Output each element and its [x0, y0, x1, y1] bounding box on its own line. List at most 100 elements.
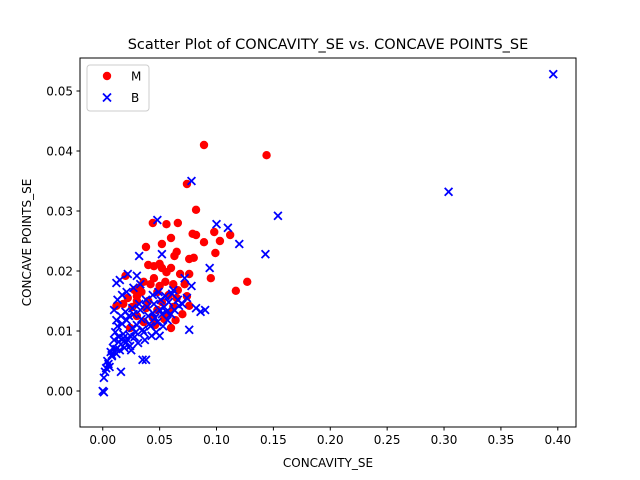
- data-point: [125, 323, 135, 333]
- data-point: [191, 205, 201, 214]
- data-point: [157, 309, 167, 319]
- y-axis: 0.00 0.01 0.02 0.03 0.04 0.05: [46, 84, 80, 398]
- data-point: [173, 218, 183, 228]
- data-point: [182, 292, 192, 301]
- data-point: [132, 271, 142, 281]
- data-point: [196, 307, 206, 317]
- data-point: [170, 251, 179, 261]
- data-point: [110, 327, 120, 337]
- data-point: [169, 280, 178, 289]
- x-tick-label: 0.20: [317, 433, 344, 447]
- data-point: [157, 239, 167, 249]
- data-point: [131, 327, 141, 337]
- data-point: [223, 223, 233, 233]
- data-point: [167, 289, 177, 299]
- data-point: [162, 220, 171, 229]
- data-point: [132, 292, 142, 301]
- data-point: [160, 291, 170, 301]
- data-point: [133, 338, 143, 348]
- x-tick-label: 0.05: [146, 433, 173, 447]
- data-point: [148, 218, 158, 228]
- data-point: [134, 251, 144, 261]
- data-point: [106, 347, 116, 357]
- data-point: [186, 281, 197, 291]
- data-point: [119, 299, 128, 309]
- data-point: [111, 278, 121, 288]
- y-tick-label: 0.05: [46, 84, 73, 98]
- data-point: [126, 345, 136, 355]
- data-point: [186, 176, 197, 186]
- data-point: [153, 287, 164, 297]
- x-tick-label: 0.25: [374, 433, 401, 447]
- data-point: [178, 310, 187, 319]
- data-point: [125, 331, 135, 341]
- data-point: [157, 249, 167, 259]
- data-point: [174, 301, 184, 311]
- data-point: [138, 355, 148, 365]
- data-point: [273, 211, 283, 221]
- data-point: [142, 302, 152, 312]
- legend-box: [86, 64, 150, 112]
- data-point: [260, 249, 270, 259]
- y-tick-label: 0.00: [46, 384, 73, 398]
- data-point: [205, 263, 215, 273]
- data-point: [99, 373, 109, 383]
- data-point: [149, 299, 159, 309]
- data-point: [191, 230, 201, 240]
- data-point: [140, 335, 150, 345]
- data-point: [215, 236, 225, 246]
- data-point: [135, 279, 145, 289]
- data-point: [199, 140, 209, 150]
- data-point: [166, 323, 176, 333]
- data-point: [180, 273, 190, 283]
- data-point: [149, 262, 159, 271]
- x-axis-label: CONCAVITY_SE: [283, 456, 373, 470]
- data-point: [166, 233, 176, 243]
- data-point: [136, 314, 146, 324]
- data-point: [243, 277, 252, 286]
- data-point: [185, 301, 194, 310]
- data-point: [182, 293, 192, 303]
- x-tick-label: 0.40: [544, 433, 571, 447]
- data-point: [143, 311, 153, 321]
- legend-label-b: B: [131, 91, 139, 105]
- data-point: [120, 307, 131, 317]
- data-point: [262, 151, 271, 160]
- data-point: [103, 359, 113, 369]
- y-tick-label: 0.03: [46, 204, 73, 218]
- plot-frame: [79, 57, 577, 428]
- data-point: [171, 316, 180, 325]
- data-point: [180, 280, 189, 289]
- data-point: [118, 333, 128, 343]
- data-point: [127, 303, 137, 313]
- data-point: [152, 215, 162, 225]
- data-point: [101, 363, 111, 373]
- y-tick-label: 0.01: [46, 324, 73, 338]
- data-point: [128, 283, 139, 293]
- legend: M B: [86, 64, 150, 112]
- x-axis: 0.00 0.05 0.10 0.15 0.20 0.25 0.30 0.35 0.40: [89, 427, 571, 447]
- data-point: [149, 274, 159, 283]
- data-point: [199, 238, 209, 247]
- x-tick-label: 0.15: [260, 433, 287, 447]
- legend-marker-m: [102, 71, 112, 81]
- data-point: [210, 227, 219, 237]
- data-point: [162, 268, 171, 277]
- data-point: [115, 345, 125, 355]
- data-point: [234, 239, 244, 249]
- data-point: [164, 297, 174, 307]
- legend-marker-b: [102, 92, 112, 103]
- data-point: [182, 179, 192, 189]
- data-point: [211, 248, 220, 258]
- x-tick-label: 0.10: [203, 433, 230, 447]
- x-tick-label: 0.30: [431, 433, 458, 447]
- chart-title: Scatter Plot of CONCAVITY_SE vs. CONCAVE…: [128, 37, 529, 53]
- data-point: [231, 286, 241, 295]
- data-point: [141, 242, 151, 252]
- data-point: [184, 325, 194, 335]
- data-point: [117, 290, 127, 300]
- y-tick-label: 0.04: [46, 144, 73, 158]
- data-point: [148, 290, 158, 300]
- data-point: [134, 299, 144, 309]
- data-point: [141, 295, 151, 305]
